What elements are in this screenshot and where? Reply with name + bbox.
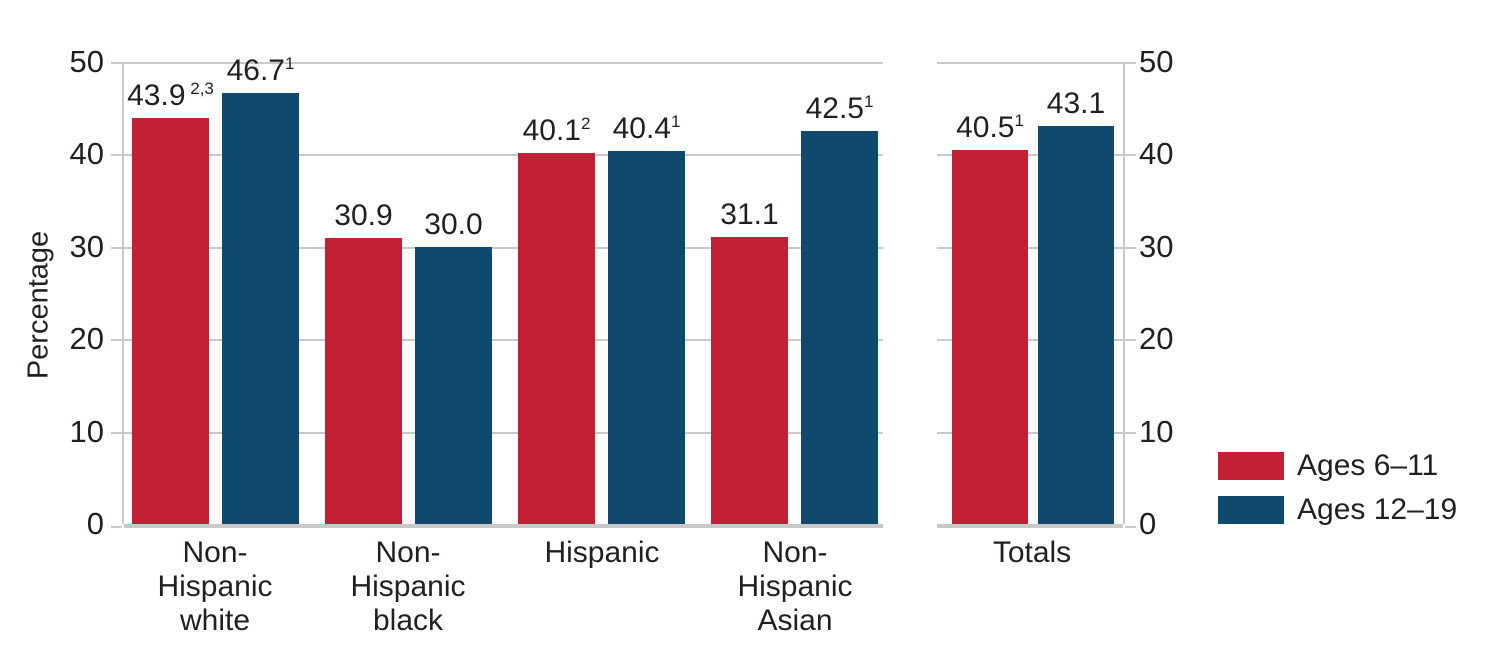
gridline-30 [937, 246, 1123, 249]
legend-item-ages-12-19: Ages 12–19 [1218, 493, 1458, 526]
bar-value-superscript: 2 [580, 114, 591, 134]
legend-label: Ages 6–11 [1297, 449, 1439, 482]
axis-tick-0 [1125, 526, 1136, 528]
bar-value-label: 40.51 [956, 106, 1024, 143]
bar-ages-6-11 [518, 153, 595, 524]
category-label: Non- Hispanic white [157, 536, 272, 638]
axis-tick-30 [1125, 246, 1136, 249]
gridline-50 [937, 62, 1123, 64]
axis-tick-40 [1125, 154, 1136, 157]
bar-value-label: 42.51 [806, 87, 874, 124]
bar-value-label: 46.71 [227, 49, 295, 86]
bar-value-superscript: 2,3 [185, 79, 214, 99]
category-label-line: Hispanic [350, 570, 466, 603]
axis-tick-50 [111, 62, 122, 64]
bar-value-superscript: 1 [670, 111, 681, 131]
bar-ages-12-19 [1038, 125, 1114, 524]
category-label: Non- Hispanic black [350, 536, 465, 638]
category-label-line: Non- [182, 536, 248, 569]
bar-value-number: 40.5 [956, 110, 1015, 144]
category-label-line: Non- [375, 536, 441, 569]
gridline-50 [124, 62, 883, 64]
bar-value-superscript: 1 [1014, 110, 1024, 130]
gridline-10 [124, 431, 883, 434]
category-label: Non- Hispanic Asian [737, 536, 852, 638]
legend-item-ages-6-11: Ages 6–11 [1218, 449, 1457, 482]
main-panel-plot-area: 43.9 2,3 46.71 30.9 30.0 40.12 40.41 31.1 42.51 [111, 54, 883, 528]
bar-ages-6-11 [952, 149, 1028, 524]
bar-value-number: 40.1 [522, 114, 581, 148]
bar-value-number: 40.4 [612, 111, 671, 145]
bar-value-number: 31.1 [720, 197, 779, 231]
category-label-line: Hispanic [544, 536, 660, 569]
y-tick-label-left-50: 50 [69, 44, 104, 79]
bar-value-number: 30.9 [334, 199, 393, 233]
bar-value-label: 31.1 [720, 197, 779, 231]
y-tick-label-right-30: 30 [1139, 228, 1174, 264]
y-tick-label-right-0: 0 [1139, 506, 1157, 541]
axis-tick-50 [1125, 62, 1136, 64]
category-label: Hispanic [544, 536, 659, 570]
gridline-10 [937, 431, 1123, 434]
bar-ages-6-11 [132, 118, 209, 524]
bar-value-label: 30.9 [334, 201, 392, 231]
bar-value-superscript: 1 [863, 92, 874, 112]
legend-label: Ages 12–19 [1297, 493, 1458, 526]
bar-value-superscript: 1 [284, 53, 295, 73]
bar-ages-6-11 [325, 238, 402, 524]
bar-value-number: 46.7 [226, 53, 285, 87]
bar-value-number: 30.0 [424, 207, 483, 241]
axis-tick-10 [1125, 431, 1136, 434]
x-axis-baseline [937, 524, 1123, 528]
y-tick-label-right-40: 40 [1139, 136, 1174, 172]
axis-tick-40 [111, 154, 122, 157]
y-tick-label-left-40: 40 [69, 136, 104, 172]
category-label-line: Hispanic [157, 570, 273, 603]
bar-value-label: 30.0 [424, 207, 483, 241]
category-label-line: Totals [992, 536, 1072, 569]
category-label-line: Non- [762, 536, 828, 569]
category-label-line: white [179, 604, 251, 637]
axis-tick-0 [111, 526, 122, 528]
gridline-20 [937, 339, 1123, 342]
gridline-40 [124, 154, 883, 157]
gridline-30 [124, 246, 883, 249]
y-tick-label-left-0: 0 [86, 506, 104, 541]
y-tick-label-right-50: 50 [1139, 44, 1174, 79]
bar-value-label: 43.9 2,3 [127, 74, 214, 111]
gridline-40 [937, 154, 1123, 157]
legend: Ages 6–11 Ages 12–19 [1218, 449, 1458, 540]
category-label-line: Asian [757, 604, 833, 637]
bar-ages-12-19 [801, 131, 878, 524]
bar-value-number: 43.9 [127, 79, 186, 113]
bar-ages-12-19 [222, 92, 299, 524]
y-tick-label-left-10: 10 [69, 413, 104, 449]
y-tick-label-left-30: 30 [69, 228, 104, 264]
gridline-20 [124, 339, 883, 342]
totals-panel-plot-area: 40.51 43.1 [937, 62, 1136, 528]
legend-swatch-red [1218, 452, 1284, 480]
bar-value-label: 40.41 [613, 107, 681, 144]
x-axis-baseline [124, 524, 883, 528]
category-label-line: Hispanic [737, 570, 853, 603]
axis-tick-20 [111, 339, 122, 342]
bar-value-label: 40.12 [523, 109, 591, 146]
axis-tick-20 [1125, 339, 1136, 342]
legend-swatch-blue [1218, 496, 1284, 524]
category-label: Totals [993, 536, 1071, 570]
y-tick-label-right-10: 10 [1139, 413, 1174, 449]
bar-value-number: 42.5 [805, 92, 864, 126]
bar-value-label: 43.1 [1046, 86, 1106, 120]
bar-value-number: 43.1 [1046, 86, 1106, 120]
axis-tick-30 [111, 246, 122, 249]
category-label-line: black [372, 604, 444, 637]
bar-ages-12-19 [415, 246, 492, 524]
y-tick-label-left-20: 20 [69, 321, 104, 357]
y-tick-label-right-20: 20 [1139, 321, 1174, 357]
bar-ages-6-11 [711, 236, 788, 524]
bar-ages-12-19 [608, 150, 685, 524]
axis-tick-10 [111, 431, 122, 434]
